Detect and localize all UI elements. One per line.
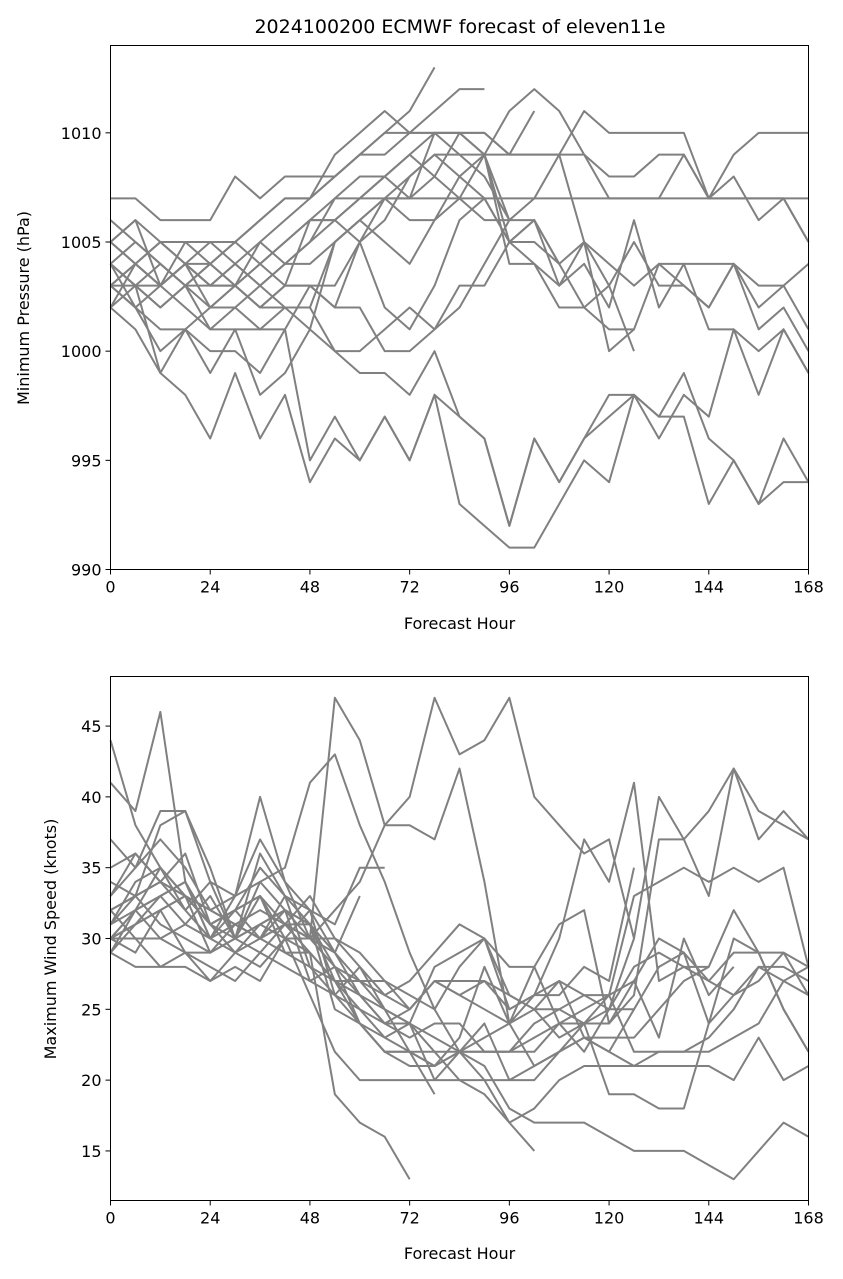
pressure-x-tick-label: 168 [793, 578, 824, 597]
pressure-chart: 0 24 48 72 96 120 144 168 990 995 1000 1005 1010 For… [14, 45, 824, 633]
pressure-y-tick-label: 990 [71, 561, 102, 580]
wind-series-layer [109, 696, 810, 1181]
pressure-series-line-11 [109, 263, 809, 527]
wind-series-line-14 [110, 753, 536, 1152]
pressure-y-axis-label: Minimum Pressure (hPa) [14, 211, 33, 405]
pressure-x-tick-label: 144 [694, 578, 725, 597]
wind-y-tick-label: 35 [81, 859, 101, 878]
wind-x-tick-label: 72 [399, 1209, 419, 1228]
wind-x-tick-label: 0 [105, 1209, 115, 1228]
wind-series-line-22 [110, 895, 361, 954]
pressure-y-tick-label: 995 [71, 451, 102, 470]
pressure-x-tick-label: 96 [499, 578, 519, 597]
wind-y-tick-label: 25 [81, 1000, 101, 1019]
pressure-x-tick-label: 0 [105, 578, 115, 597]
wind-series-line-19 [110, 767, 709, 1025]
wind-y-tick-label: 40 [81, 788, 101, 807]
wind-x-tick-label: 168 [793, 1209, 824, 1228]
pressure-x-tick-label: 24 [200, 578, 220, 597]
pressure-x-axis-label: Forecast Hour [404, 614, 516, 633]
pressure-x-tick-label: 48 [300, 578, 320, 597]
wind-ticks: 0 24 48 72 96 120 144 168 15 20 25 30 35 40 45 [81, 717, 824, 1227]
wind-x-axis-label: Forecast Hour [404, 1244, 516, 1263]
pressure-series-line-18 [109, 241, 560, 353]
chart-title: 2024100200 ECMWF forecast of eleven11e [254, 16, 665, 38]
wind-series-line-17 [109, 895, 635, 1067]
pressure-series-line-8 [109, 197, 810, 374]
pressure-series-line-16 [109, 131, 635, 352]
pressure-series-line-9 [109, 306, 810, 549]
pressure-y-tick-label: 1005 [61, 233, 102, 252]
pressure-series-line-19 [109, 219, 511, 353]
wind-y-tick-label: 45 [81, 717, 101, 736]
wind-y-tick-label: 15 [81, 1142, 101, 1161]
wind-x-tick-label: 48 [300, 1209, 320, 1228]
pressure-y-tick-label: 1000 [61, 342, 102, 361]
pressure-y-tick-label: 1010 [61, 124, 102, 143]
wind-x-tick-label: 24 [200, 1209, 220, 1228]
wind-series-line-2 [109, 696, 810, 940]
wind-x-tick-label: 144 [694, 1209, 725, 1228]
wind-y-tick-label: 20 [81, 1071, 101, 1090]
wind-x-tick-label: 120 [594, 1209, 625, 1228]
pressure-x-tick-label: 72 [399, 578, 419, 597]
wind-chart: 0 24 48 72 96 120 144 168 15 20 25 30 35 40 45 Forecas… [41, 676, 824, 1263]
wind-y-axis-label: Maximum Wind Speed (knots) [41, 819, 60, 1060]
pressure-series-layer [109, 66, 810, 549]
wind-series-line-10 [110, 937, 809, 1124]
wind-y-tick-label: 30 [81, 930, 101, 949]
pressure-ticks: 0 24 48 72 96 120 144 168 990 995 1000 1005 1010 [61, 124, 824, 597]
wind-series-line-18 [109, 810, 810, 1082]
pressure-plot-frame [110, 45, 809, 570]
wind-x-tick-label: 96 [499, 1209, 519, 1228]
pressure-x-tick-label: 120 [594, 578, 625, 597]
